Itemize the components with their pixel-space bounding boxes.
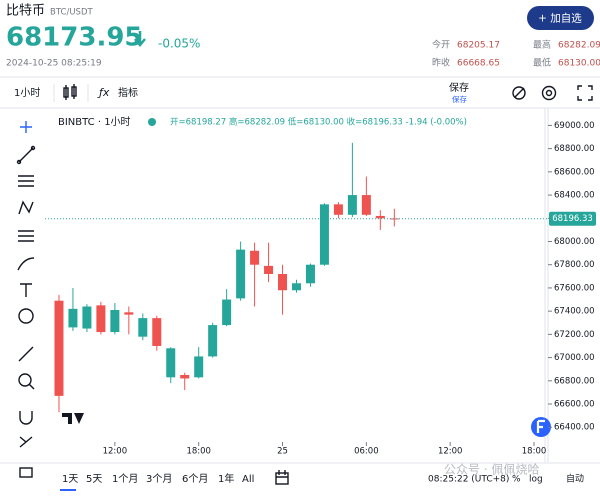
- candle-body: [180, 374, 190, 379]
- pair: BTC/USDT: [50, 8, 93, 18]
- f-logo-glyph: [536, 419, 545, 433]
- chart-title: BINBTC · 1小时: [58, 116, 131, 128]
- calendar-icon[interactable]: [275, 470, 289, 485]
- drawing-tools[interactable]: [16, 121, 36, 478]
- down-arrow: [134, 31, 146, 47]
- y-tick-label: 69000.00: [554, 121, 595, 131]
- y-tick-label: 68600.00: [554, 167, 595, 177]
- watermark: 公众号 · 佩佩烧哈: [444, 463, 539, 477]
- candle-body: [278, 274, 288, 291]
- y-tick-label: 67600.00: [554, 283, 595, 293]
- log[interactable]: log: [529, 475, 543, 485]
- range[interactable]: 3个月: [146, 473, 172, 485]
- last-price-label: 68196.33: [552, 214, 593, 224]
- y-tick-label: 68000.00: [554, 237, 595, 247]
- y-tick-label: 66800.00: [554, 376, 595, 386]
- watch-button-label[interactable]: + 加自选: [538, 12, 582, 25]
- y-tick-label: 66600.00: [554, 400, 595, 410]
- candle-body: [194, 356, 204, 378]
- settings-icon[interactable]: [541, 85, 557, 101]
- range[interactable]: 1个月: [112, 473, 138, 485]
- candle-body: [96, 305, 106, 333]
- save-sub[interactable]: 保存: [452, 94, 467, 104]
- candle-body: [347, 195, 357, 215]
- coin-name: 比特币: [6, 4, 45, 19]
- y-tick-label: 68400.00: [554, 191, 595, 201]
- candle-body: [222, 299, 232, 326]
- range[interactable]: All: [242, 474, 254, 485]
- fx-icon[interactable]: ƒx: [97, 86, 110, 99]
- y-tick-label: 67200.00: [554, 330, 595, 340]
- candle-body: [54, 300, 64, 396]
- percent[interactable]: %: [512, 475, 521, 485]
- y-tick-label: 67000.00: [554, 353, 595, 363]
- clock: 08:25:22 (UTC+8): [428, 475, 509, 485]
- candle-body: [333, 204, 343, 215]
- x-tick-label: 12:00: [103, 447, 128, 457]
- range[interactable]: 5天: [86, 474, 102, 485]
- fullscreen-icon[interactable]: [577, 85, 593, 101]
- candle-body: [375, 215, 385, 219]
- x-tick-label: 25: [277, 447, 288, 457]
- candle-body: [110, 309, 120, 333]
- price: 68173.95: [6, 23, 143, 53]
- stat-value: 66668.65: [457, 59, 500, 69]
- candle-type-icon[interactable]: [63, 84, 77, 100]
- candle-body: [250, 250, 260, 265]
- status-dot: [148, 118, 156, 126]
- candle-body: [264, 265, 274, 274]
- datetime: 2024-10-25 08:25:19: [6, 59, 102, 69]
- stat-label: 最高: [533, 39, 551, 51]
- candle-body: [236, 249, 246, 299]
- candle-body: [305, 264, 315, 284]
- candle-body: [208, 325, 218, 357]
- candle-body: [68, 308, 78, 328]
- stat-value: 68205.17: [457, 41, 500, 51]
- stat-label: 今开: [432, 39, 450, 51]
- stat-label: 最低: [533, 57, 551, 69]
- candle-body: [166, 348, 176, 378]
- alert-icon[interactable]: [512, 86, 526, 100]
- stat-value: 68130.00: [558, 59, 600, 69]
- interval[interactable]: 1小时: [14, 87, 40, 99]
- stat-value: 68282.09: [558, 41, 600, 51]
- range[interactable]: 1年: [218, 472, 234, 485]
- range[interactable]: 6个月: [182, 473, 208, 485]
- stat-label: 昨收: [432, 57, 450, 69]
- ohlc-legend: 开=68198.27 高=68282.09 低=68130.00 收=68196…: [170, 117, 467, 128]
- last-price-box: [549, 211, 596, 226]
- save[interactable]: 保存: [449, 81, 469, 94]
- auto[interactable]: 自动: [566, 473, 584, 485]
- x-tick-label: 06:00: [354, 447, 379, 457]
- candle-body: [152, 318, 162, 346]
- candle-body: [319, 204, 329, 265]
- candle-body: [361, 195, 371, 215]
- candle-body: [82, 306, 92, 329]
- range[interactable]: 1天: [62, 474, 78, 485]
- x-tick-label: 18:00: [186, 447, 211, 457]
- y-tick-label: 67800.00: [554, 260, 595, 270]
- candle-body: [124, 312, 134, 315]
- candle-body: [389, 218, 399, 220]
- change: -0.05%: [158, 37, 200, 51]
- candle-body: [138, 318, 148, 337]
- x-tick-label: 12:00: [438, 447, 463, 457]
- tv-logo: [62, 413, 84, 424]
- x-tick-label: 18:00: [522, 447, 547, 457]
- watch-button[interactable]: [527, 6, 594, 30]
- y-tick-label: 67400.00: [554, 307, 595, 317]
- indicators[interactable]: 指标: [118, 86, 138, 99]
- y-tick-label: 68800.00: [554, 144, 595, 154]
- y-tick-label: 66400.00: [554, 423, 595, 433]
- candle-body: [292, 283, 301, 291]
